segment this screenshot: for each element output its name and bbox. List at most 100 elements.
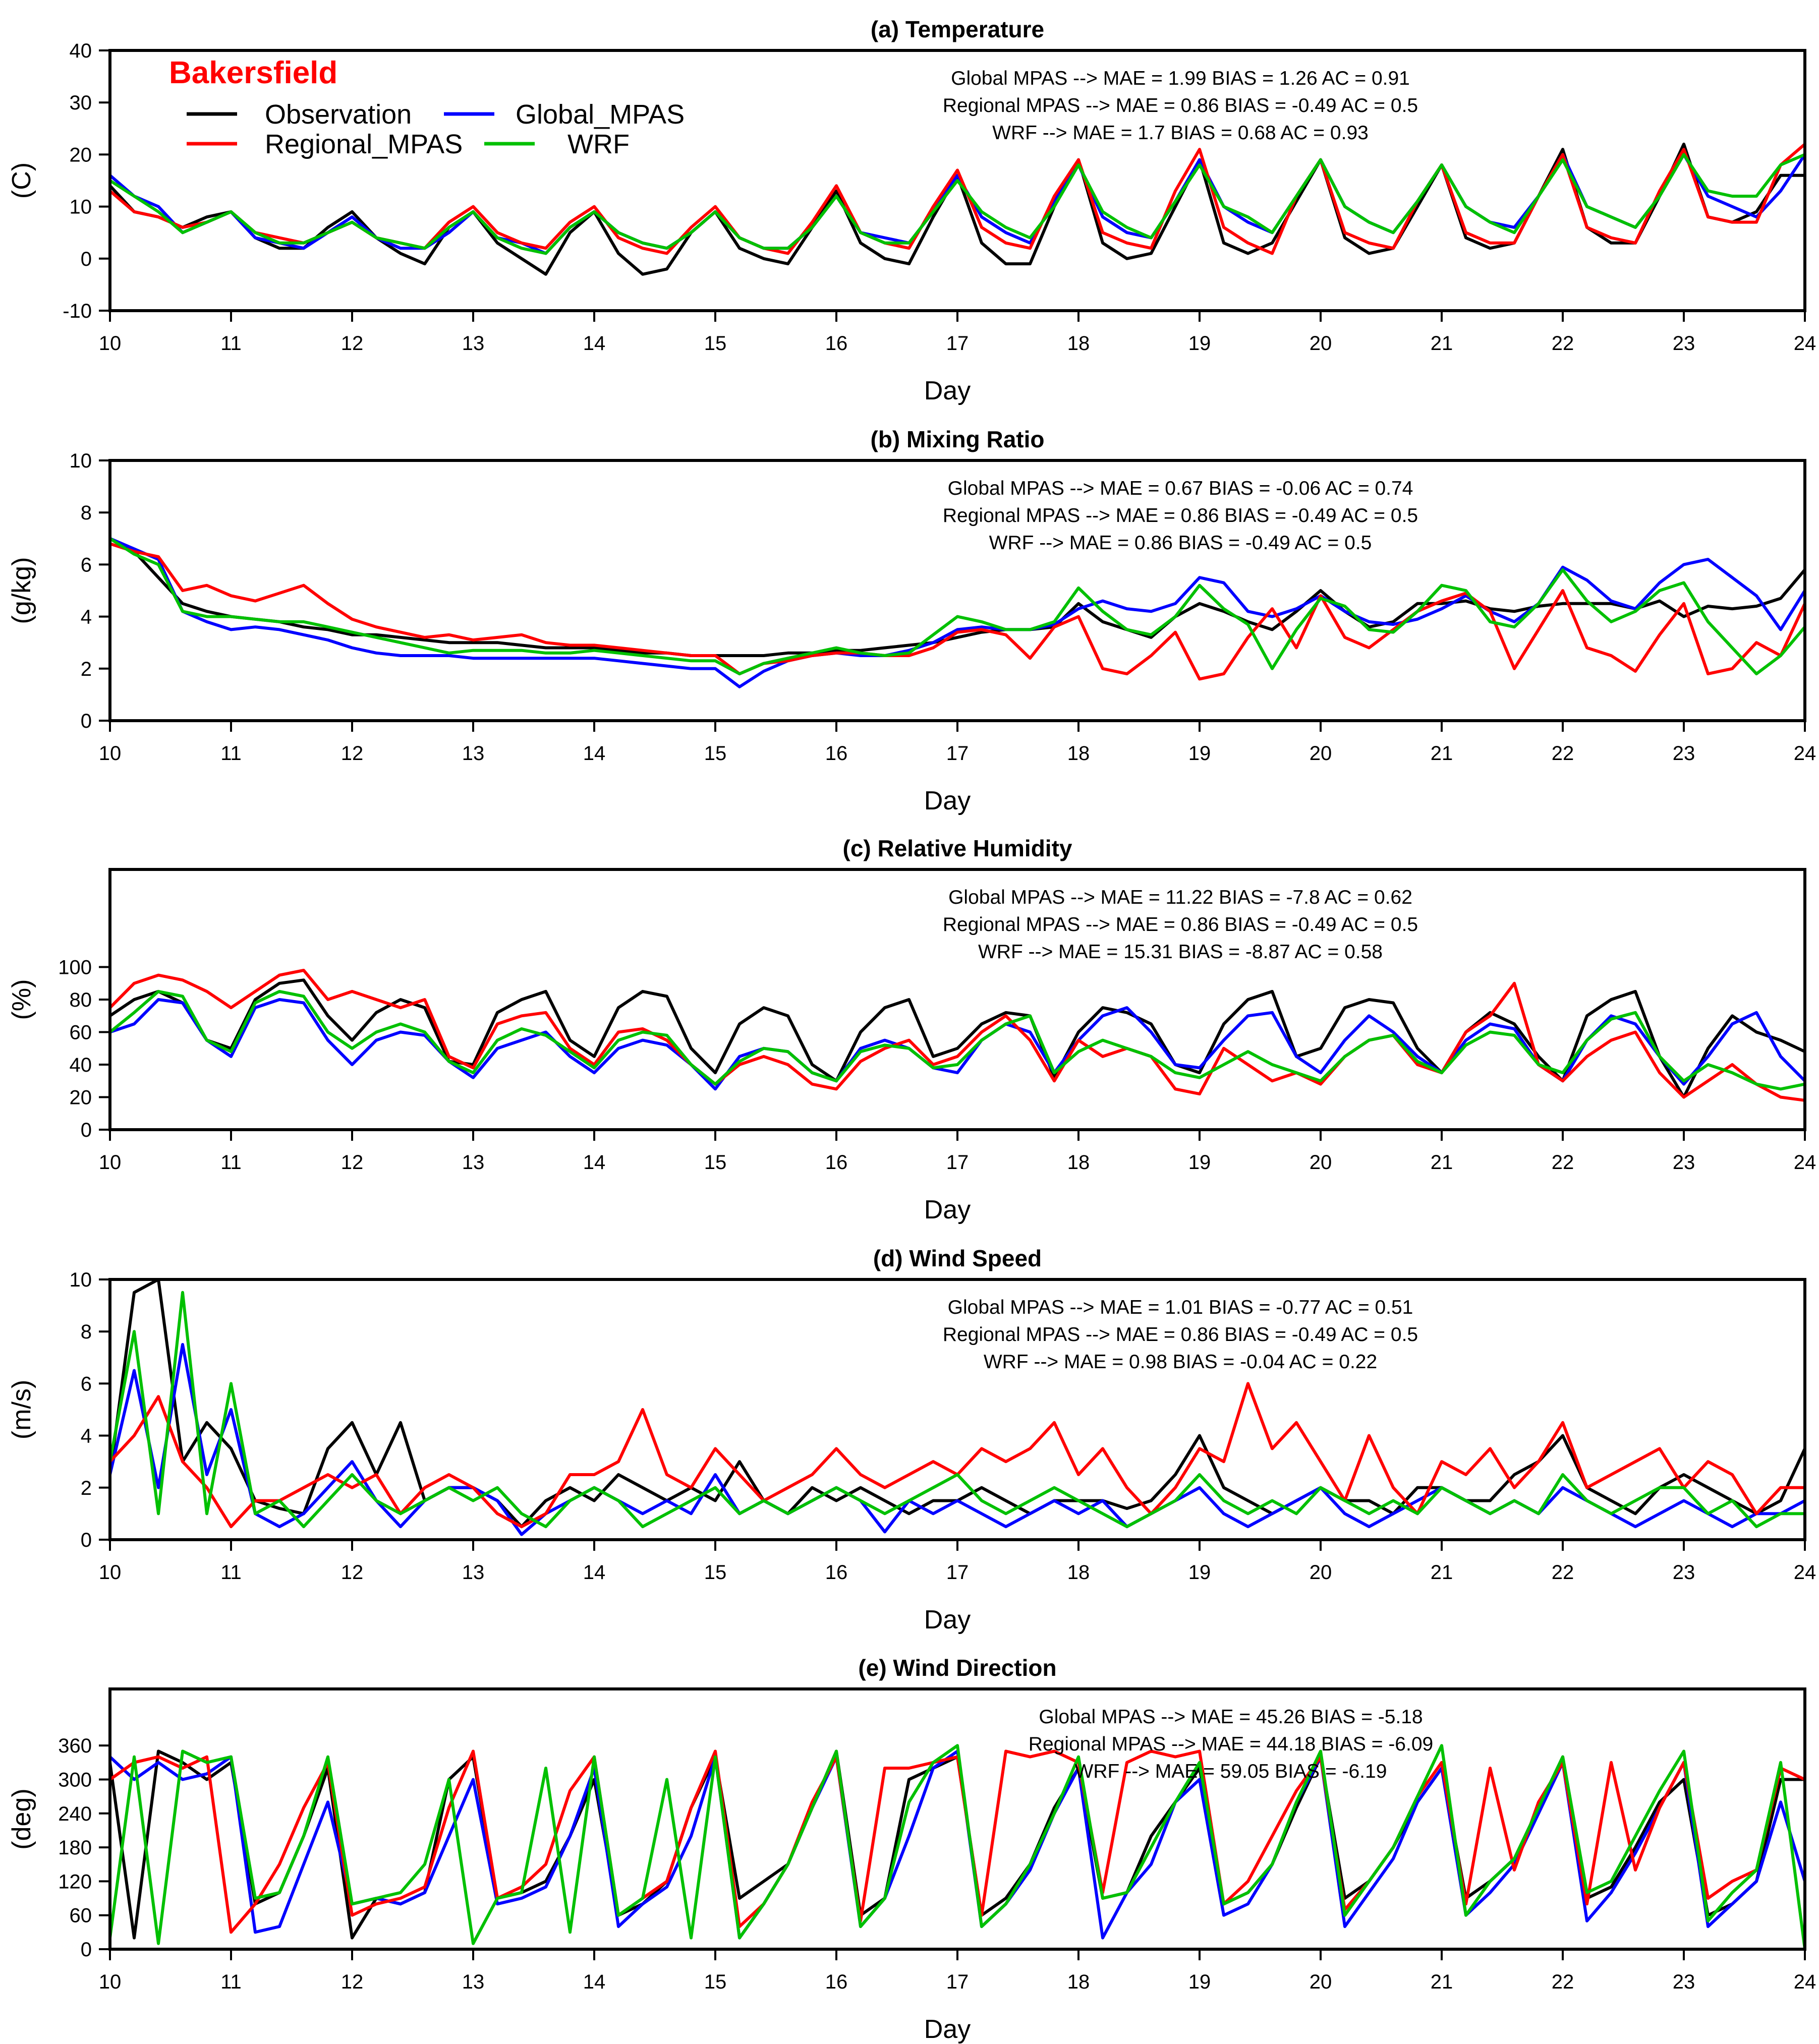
x-tick-label: 23 (1673, 1151, 1695, 1174)
x-tick-label: 12 (341, 1971, 364, 1993)
x-tick-label: 19 (1188, 332, 1211, 355)
x-tick-label: 15 (704, 1971, 727, 1993)
series-line-global-mpas (109, 153, 1806, 255)
y-tick-label: 40 (70, 40, 92, 62)
series-line-global-mpas (109, 998, 1806, 1091)
x-tick-label: 23 (1673, 332, 1695, 355)
y-axis-label: (m/s) (7, 1380, 36, 1439)
y-tick-label: 100 (58, 957, 92, 979)
x-tick-label: 13 (462, 1971, 485, 1993)
y-tick-label: 0 (81, 248, 92, 270)
x-tick-label: 21 (1431, 332, 1453, 355)
panel-title: (b) Mixing Ratio (871, 426, 1045, 452)
x-tick-label: 24 (1794, 1971, 1816, 1993)
series-line-wrf (108, 1291, 1805, 1529)
y-tick-label: 0 (81, 1939, 92, 1961)
x-tick-label: 17 (946, 1561, 969, 1584)
x-tick-label: 16 (825, 1151, 848, 1174)
y-tick-label: 0 (81, 1529, 92, 1551)
stats-line: Global MPAS --> MAE = 1.01 BIAS = -0.77 … (948, 1297, 1413, 1318)
x-tick-label: 13 (462, 332, 485, 355)
stats-line: WRF --> MAE = 0.86 BIAS = -0.49 AC = 0.5 (989, 532, 1372, 554)
x-tick-label: 13 (462, 1561, 485, 1584)
x-tick-label: 13 (462, 1151, 485, 1174)
legend-label-regional-mpas: Regional_MPAS (265, 129, 463, 159)
x-tick-label: 13 (462, 742, 485, 765)
y-tick-label: 180 (58, 1837, 92, 1859)
x-tick-label: 21 (1431, 1971, 1453, 1993)
x-tick-label: 12 (341, 332, 364, 355)
y-tick-label: 0 (81, 710, 92, 732)
x-tick-label: 15 (704, 332, 727, 355)
y-tick-label: 10 (70, 196, 92, 218)
stats-line: WRF --> MAE = 1.7 BIAS = 0.68 AC = 0.93 (992, 122, 1369, 144)
x-tick-label: 11 (220, 1971, 242, 1993)
legend-label-observation: Observation (265, 99, 412, 130)
x-tick-label: 21 (1431, 742, 1453, 765)
x-axis-label: Day (924, 786, 971, 815)
x-tick-label: 20 (1310, 1561, 1332, 1584)
x-tick-label: 19 (1188, 1561, 1211, 1584)
series-group (108, 1278, 1806, 1536)
x-axis-label: Day (924, 1195, 971, 1224)
stats-line: WRF --> MAE = 15.31 BIAS = -8.87 AC = 0.… (978, 941, 1383, 963)
x-tick-label: 20 (1310, 332, 1332, 355)
series-line-wrf (109, 537, 1806, 676)
y-tick-label: 4 (81, 606, 92, 628)
y-tick-label: 60 (70, 1022, 92, 1044)
y-axis-label: (deg) (7, 1788, 36, 1849)
panel-e: (e) Wind Direction 10 11 12 13 14 15 16 17 18 19 20… (7, 1655, 1816, 2044)
series-group (108, 1744, 1806, 1950)
x-tick-label: 22 (1552, 742, 1574, 765)
y-tick-label: 300 (58, 1769, 92, 1791)
y-tick-label: 20 (70, 1087, 92, 1109)
x-tick-label: 16 (825, 332, 848, 355)
y-tick-label: 360 (58, 1735, 92, 1757)
x-tick-label: 14 (583, 1151, 606, 1174)
x-tick-label: 11 (220, 1561, 242, 1584)
x-tick-label: 15 (704, 1151, 727, 1174)
x-tick-label: 16 (825, 1971, 848, 1993)
x-tick-label: 23 (1673, 1561, 1695, 1584)
x-tick-label: 17 (946, 332, 969, 355)
y-tick-label: 80 (70, 989, 92, 1011)
x-tick-label: 19 (1188, 1971, 1211, 1993)
stats-line: WRF --> MAE = 0.98 BIAS = -0.04 AC = 0.2… (984, 1351, 1377, 1373)
y-tick-label: 6 (81, 1373, 92, 1395)
x-tick-label: 18 (1067, 1971, 1090, 1993)
stats-line: Regional MPAS --> MAE = 44.18 BIAS = -6.… (1029, 1733, 1433, 1755)
x-tick-label: 24 (1794, 1561, 1816, 1584)
y-tick-label: 6 (81, 554, 92, 576)
series-group (109, 537, 1806, 688)
y-tick-label: 10 (70, 450, 92, 472)
legend-label-wrf: WRF (567, 129, 630, 159)
y-tick-label: 30 (70, 92, 92, 114)
x-tick-label: 17 (946, 1971, 969, 1993)
x-tick-label: 14 (583, 742, 606, 765)
legend: Bakersfield Observation Global_MPAS Regi… (169, 55, 685, 159)
y-tick-label: 120 (58, 1871, 92, 1893)
y-tick-label: 2 (81, 658, 92, 680)
y-tick-label: 8 (81, 502, 92, 524)
x-tick-label: 17 (946, 742, 969, 765)
series-line-observation (109, 537, 1806, 657)
x-axis-label: Day (924, 2015, 971, 2044)
station-label: Bakersfield (169, 55, 337, 90)
x-tick-label: 24 (1794, 332, 1816, 355)
stats-line: Global MPAS --> MAE = 45.26 BIAS = -5.18 (1039, 1706, 1423, 1728)
x-tick-label: 16 (825, 742, 848, 765)
y-tick-label: 40 (70, 1054, 92, 1076)
stats-line: Regional MPAS --> MAE = 0.86 BIAS = -0.4… (943, 505, 1418, 527)
stats-line: WRF --> MAE = 59.05 BIAS = -6.19 (1075, 1761, 1387, 1782)
x-tick-label: 22 (1552, 1561, 1574, 1584)
series-line-wrf (109, 153, 1806, 255)
series-line-global-mpas (109, 537, 1806, 688)
x-tick-label: 22 (1552, 1971, 1574, 1993)
y-tick-label: 240 (58, 1803, 92, 1825)
panel-title: (d) Wind Speed (873, 1245, 1042, 1271)
x-tick-label: 10 (99, 1151, 122, 1174)
